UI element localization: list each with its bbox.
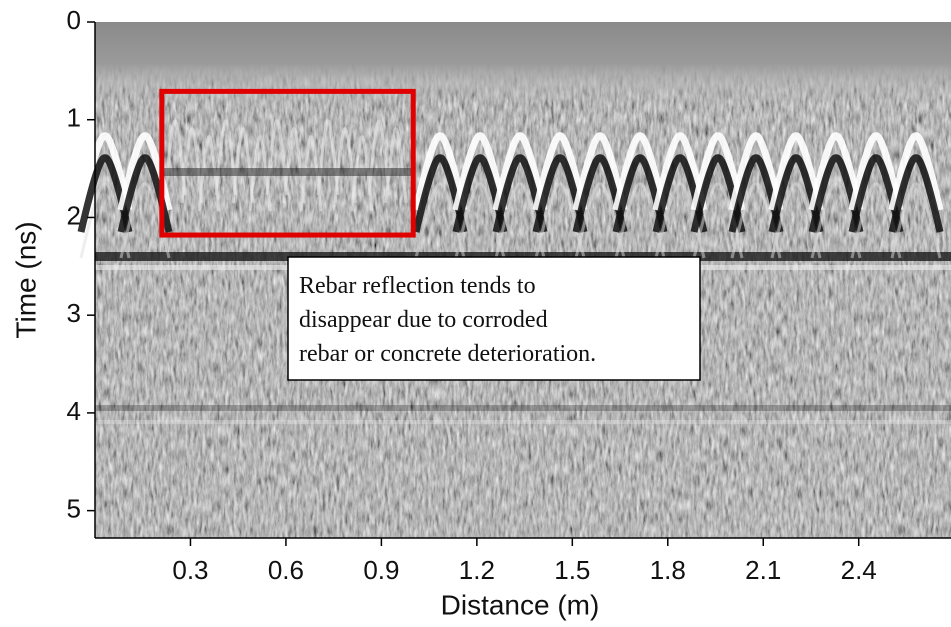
hyperbola — [890, 182, 942, 259]
annotation-box — [287, 256, 701, 381]
hyperbola — [770, 182, 822, 259]
hyperbola — [652, 132, 708, 211]
hyperbola — [534, 182, 586, 259]
x-tick-label: 1.8 — [650, 555, 686, 585]
axes: 0 1 2 3 4 5 0.3 0.6 0.9 1.2 1.5 1.8 2.1 2.4 — [67, 5, 951, 585]
hyperbola — [231, 127, 255, 204]
hyperbola — [265, 119, 289, 196]
hyperbola — [119, 182, 171, 259]
y-tick-label: 2 — [67, 200, 81, 230]
hyperbola — [850, 182, 902, 259]
y-tick-label: 5 — [67, 494, 81, 524]
hyperbola — [492, 154, 548, 233]
y-tick-label: 3 — [67, 298, 81, 328]
annotation-text: disappear due to corroded — [299, 307, 548, 333]
hyperbola — [452, 132, 508, 211]
annotation-text: rebar or concrete deterioration. — [299, 341, 596, 367]
reflection-band — [95, 420, 951, 424]
hyperbola — [454, 182, 506, 259]
hyperbola — [333, 127, 357, 204]
hyperbola — [572, 132, 628, 211]
x-axis-label: Distance (m) — [441, 589, 600, 620]
highlight-box — [159, 88, 416, 238]
x-tick-label: 2.1 — [745, 555, 781, 585]
hyperbola — [848, 132, 904, 211]
hyperbola — [728, 154, 784, 233]
y-tick-label: 0 — [67, 5, 81, 35]
hyperbola — [808, 132, 864, 211]
y-tick-label: 4 — [67, 396, 81, 426]
hyperbola — [316, 119, 340, 196]
hyperbola — [614, 182, 666, 259]
hyperbola — [768, 154, 824, 233]
x-tick-label: 0.3 — [172, 555, 208, 585]
hyperbola — [612, 132, 668, 211]
hyperbola — [888, 132, 944, 211]
hyperbola — [180, 127, 204, 204]
y-tick-label: 1 — [67, 103, 81, 133]
hyperbola — [494, 182, 546, 259]
hyperbola — [117, 132, 173, 211]
hyperbola — [690, 154, 746, 233]
hyperbola — [728, 132, 784, 211]
hyperbola — [384, 127, 408, 204]
hyperbola — [808, 154, 864, 233]
hyperbola — [810, 182, 862, 259]
hyperbola — [730, 182, 782, 259]
hyperbola — [77, 154, 133, 233]
reflection-band — [95, 405, 951, 411]
hyperbola — [77, 132, 133, 211]
hyperbola — [367, 119, 391, 196]
x-tick-label: 1.2 — [459, 555, 495, 585]
x-tick-label: 1.5 — [554, 555, 590, 585]
hyperbola — [414, 182, 466, 259]
hyperbola — [572, 154, 628, 233]
x-tick-label: 0.6 — [268, 555, 304, 585]
hyperbola — [412, 154, 468, 233]
hyperbola — [117, 154, 173, 233]
hyperbola — [452, 154, 508, 233]
hyperbola — [79, 182, 131, 259]
y-axis-label: Time (ns) — [10, 221, 41, 338]
hyperbola — [532, 154, 588, 233]
x-tick-label: 2.4 — [841, 555, 877, 585]
hyperbola — [888, 154, 944, 233]
hyperbola — [282, 127, 306, 204]
hyperbola — [652, 154, 708, 233]
hyperbola — [848, 154, 904, 233]
faded-band — [160, 168, 415, 176]
hyperbola — [612, 154, 668, 233]
hyperbola — [492, 132, 548, 211]
hyperbola — [532, 132, 588, 211]
x-tick-label: 0.9 — [363, 555, 399, 585]
hyperbola — [690, 132, 746, 211]
hyperbola — [768, 132, 824, 211]
hyperbola — [574, 182, 626, 259]
hyperbola — [412, 132, 468, 211]
hyperbola — [214, 119, 238, 196]
hyperbola — [163, 119, 187, 196]
annotation-text: Rebar reflection tends to — [299, 273, 536, 299]
